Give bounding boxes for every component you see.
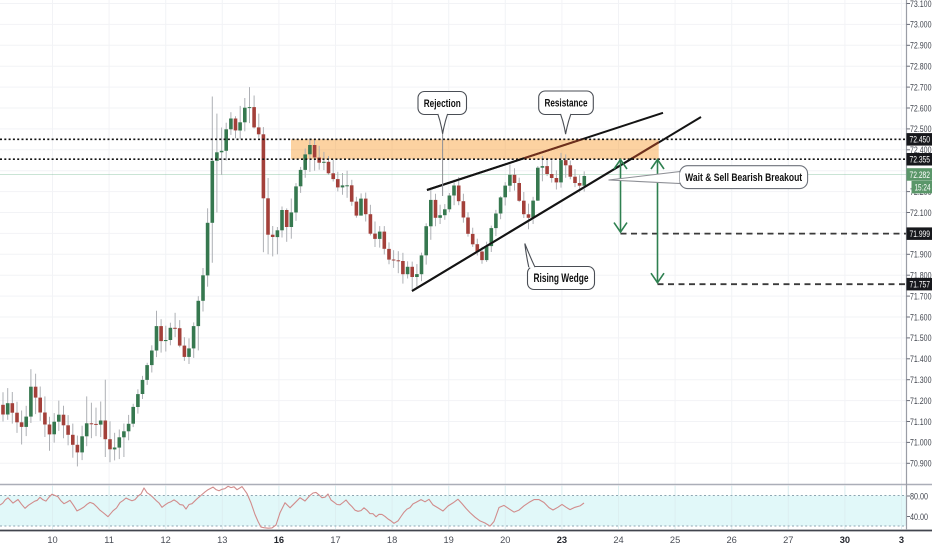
svg-text:20: 20	[500, 535, 510, 545]
svg-text:72.100: 72.100	[910, 208, 932, 219]
svg-text:73.000: 73.000	[910, 20, 932, 31]
svg-text:13: 13	[217, 535, 227, 545]
svg-text:72.700: 72.700	[910, 82, 932, 93]
svg-text:23: 23	[557, 535, 567, 545]
svg-text:Resistance: Resistance	[545, 98, 588, 110]
svg-text:10: 10	[47, 535, 57, 545]
svg-text:26: 26	[727, 535, 737, 545]
svg-text:71.500: 71.500	[910, 333, 932, 344]
svg-text:25: 25	[670, 535, 680, 545]
svg-text:71.300: 71.300	[910, 375, 932, 386]
svg-text:27: 27	[783, 535, 793, 545]
svg-text:17: 17	[330, 535, 340, 545]
svg-text:72.900: 72.900	[910, 41, 932, 52]
svg-text:80.00: 80.00	[910, 491, 928, 502]
svg-text:71.000: 71.000	[910, 438, 932, 449]
svg-text:16: 16	[274, 535, 284, 545]
svg-text:71.600: 71.600	[910, 312, 932, 323]
svg-text:70.900: 70.900	[910, 459, 932, 470]
svg-text:71.999: 71.999	[910, 229, 931, 240]
svg-text:15:24: 15:24	[915, 183, 931, 194]
svg-text:30: 30	[840, 535, 850, 545]
svg-text:Wait & Sell Bearish Breakout: Wait & Sell Bearish Breakout	[685, 172, 802, 184]
svg-text:73.100: 73.100	[910, 0, 932, 10]
svg-text:71.700: 71.700	[910, 291, 932, 302]
svg-text:3: 3	[899, 535, 904, 545]
svg-text:Rising Wedge: Rising Wedge	[534, 273, 589, 285]
svg-text:72.800: 72.800	[910, 62, 932, 73]
svg-text:71.757: 71.757	[910, 280, 931, 291]
svg-text:72.355: 72.355	[910, 155, 931, 166]
svg-text:19: 19	[444, 535, 454, 545]
svg-text:11: 11	[104, 535, 114, 545]
svg-text:72.450: 72.450	[910, 135, 931, 146]
svg-text:Rejection: Rejection	[424, 98, 461, 110]
svg-text:71.100: 71.100	[910, 417, 932, 428]
svg-text:72.282: 72.282	[910, 170, 931, 181]
svg-text:12: 12	[161, 535, 171, 545]
svg-text:71.400: 71.400	[910, 354, 932, 365]
svg-text:71.900: 71.900	[910, 250, 932, 261]
svg-text:72.600: 72.600	[910, 103, 932, 114]
svg-text:24: 24	[613, 535, 623, 545]
svg-text:40.00: 40.00	[910, 512, 928, 523]
svg-text:18: 18	[387, 535, 397, 545]
svg-text:71.200: 71.200	[910, 396, 932, 407]
